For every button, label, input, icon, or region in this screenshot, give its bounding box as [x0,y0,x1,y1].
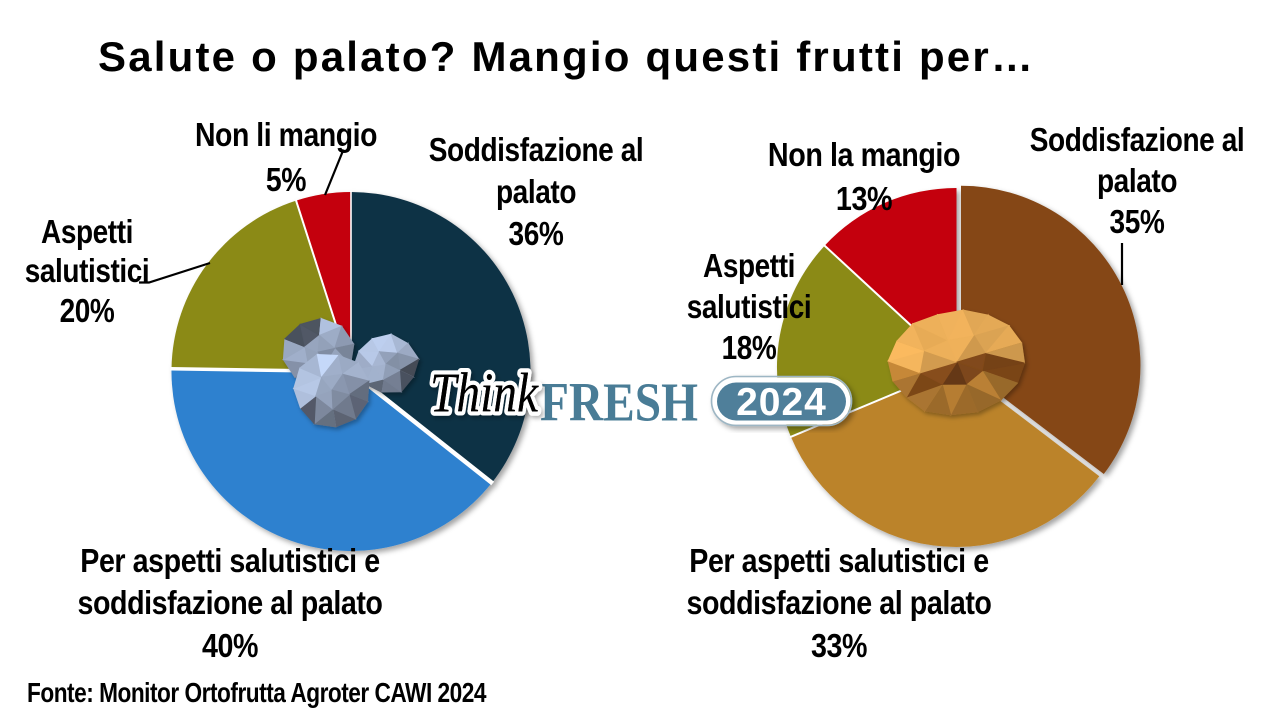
svg-text:Think: Think [430,363,539,425]
svg-text:FRESH: FRESH [540,372,698,433]
svg-text:Think: Think [430,363,539,425]
svg-text:2024: 2024 [736,381,827,424]
